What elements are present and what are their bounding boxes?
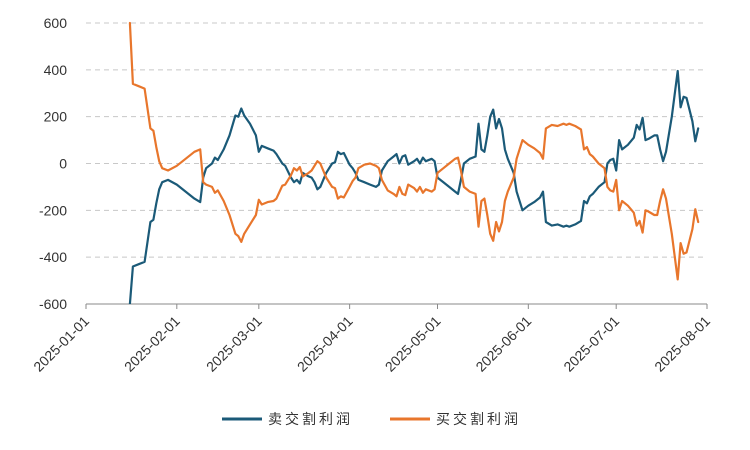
x-tick-label: 2025-03-01 bbox=[203, 313, 265, 375]
y-tick-labels: 600 400 200 0 -200 -400 -600 bbox=[39, 15, 67, 312]
y-tick-label: 400 bbox=[44, 62, 68, 78]
x-tick-label: 2025-01-01 bbox=[30, 313, 92, 375]
x-tick-labels: 2025-01-01 2025-02-01 2025-03-01 2025-04-01… bbox=[30, 304, 713, 375]
y-tick-label: 0 bbox=[59, 156, 67, 172]
series-group bbox=[128, 21, 700, 304]
x-tick-label: 2025-04-01 bbox=[294, 313, 356, 375]
y-tick-label: 600 bbox=[44, 15, 68, 31]
legend-label-sell: 卖交割利润 bbox=[268, 411, 353, 428]
legend-item-buy[interactable]: 买交割利润 bbox=[390, 411, 521, 428]
grid bbox=[86, 22, 707, 258]
x-tick-label: 2025-06-01 bbox=[472, 313, 534, 375]
series-line-buy-delivery-profit bbox=[128, 21, 700, 281]
x-tick-label: 2025-08-01 bbox=[651, 313, 713, 375]
legend: 卖交割利润 买交割利润 bbox=[222, 411, 521, 428]
y-tick-label: -400 bbox=[39, 249, 67, 265]
legend-item-sell[interactable]: 卖交割利润 bbox=[222, 411, 353, 428]
series-line-sell-delivery-profit bbox=[128, 69, 700, 304]
x-tick-label: 2025-05-01 bbox=[382, 313, 444, 375]
y-tick-label: -200 bbox=[39, 202, 67, 218]
x-tick-label: 2025-07-01 bbox=[560, 313, 622, 375]
y-tick-label: -600 bbox=[39, 296, 67, 312]
y-tick-label: 200 bbox=[44, 109, 68, 125]
x-tick-label: 2025-02-01 bbox=[121, 313, 183, 375]
legend-label-buy: 买交割利润 bbox=[436, 411, 521, 428]
